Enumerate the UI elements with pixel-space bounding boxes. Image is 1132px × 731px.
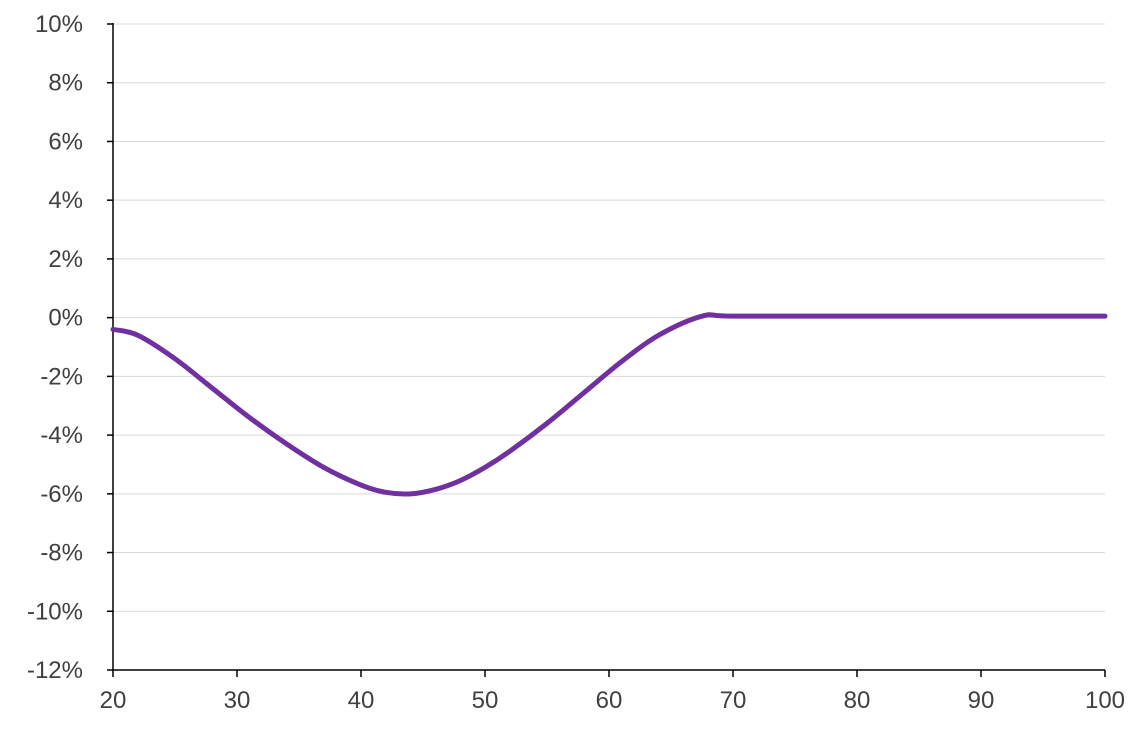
series-layer (110, 312, 1108, 497)
x-tick-label-6: 80 (844, 687, 871, 714)
x-tick-label-0: 20 (100, 687, 127, 714)
x-tick-label-1: 30 (224, 687, 251, 714)
y-tick-label-3: 4% (48, 187, 83, 214)
gridlines (113, 23, 1105, 612)
y-tick-label-2: 6% (48, 128, 83, 155)
x-tick-label-8: 100 (1085, 687, 1125, 714)
x-tick-label-3: 50 (472, 687, 499, 714)
y-tick-label-7: -4% (40, 422, 83, 449)
y-tick-label-10: -10% (27, 598, 83, 625)
x-tick-label-4: 60 (596, 687, 623, 714)
series-line-0 (110, 312, 1108, 497)
y-tick-label-6: -2% (40, 363, 83, 390)
y-tick-label-9: -8% (40, 540, 83, 567)
y-tick-label-5: 0% (48, 305, 83, 332)
y-tick-label-4: 2% (48, 246, 83, 273)
y-tick-label-11: -12% (27, 657, 83, 684)
x-tick-label-2: 40 (348, 687, 375, 714)
x-tick-label-5: 70 (720, 687, 747, 714)
tick-labels: 10% 8% 6% 4% 2% 0% -2% -4% -6% -8% -10% -12% 20 30 40 5… (27, 11, 1125, 714)
axes (107, 23, 1106, 677)
y-tick-label-0: 10% (35, 11, 83, 38)
y-tick-label-8: -6% (40, 481, 83, 508)
x-tick-label-7: 90 (968, 687, 995, 714)
y-tick-label-1: 8% (48, 70, 83, 97)
